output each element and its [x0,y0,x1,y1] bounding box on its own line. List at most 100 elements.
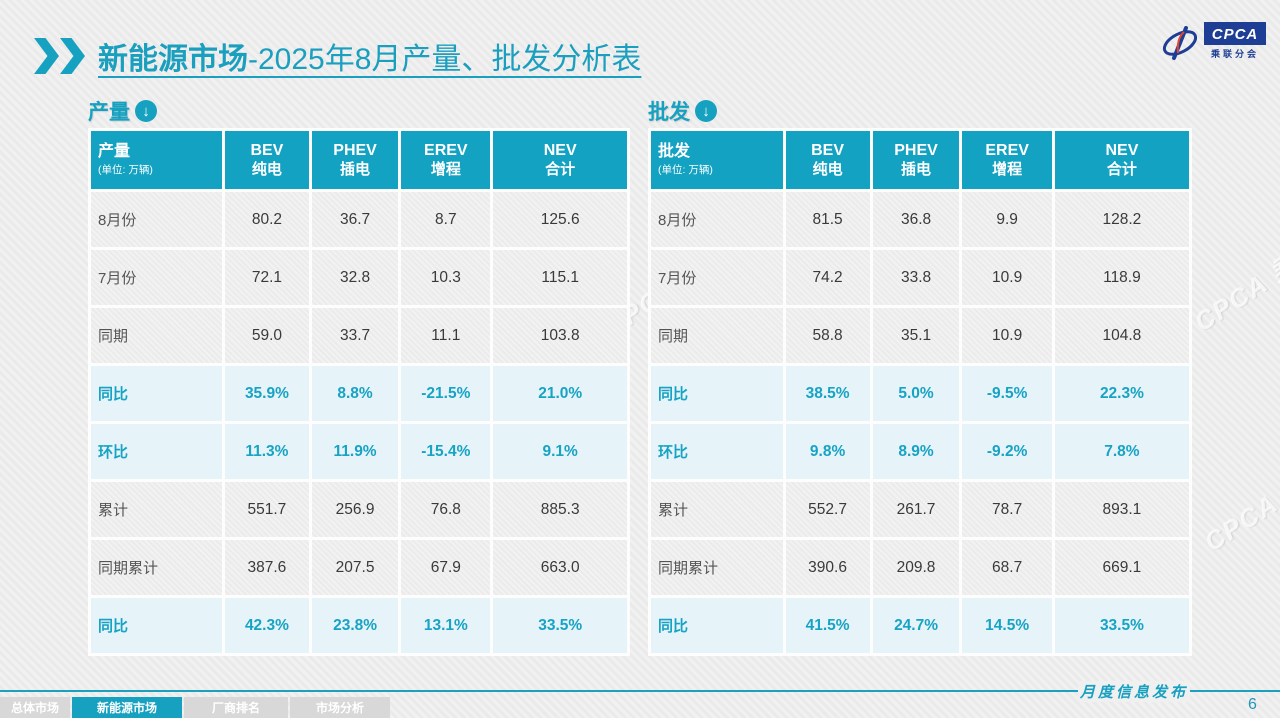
cell: 5.0% [872,366,960,421]
cell: 390.6 [785,540,870,595]
table-row-percent: 同比 41.5% 24.7% 14.5% 33.5% [651,598,1189,653]
cell: -15.4% [401,424,491,479]
row-label: 7月份 [91,250,222,305]
column-header-bev: BEV 纯电 [785,131,870,189]
production-section: 产量 ↓ 产量 (单位: 万辆) BEV 纯电 PHEV 插电 EREV [88,96,630,656]
column-header-en: NEV [543,142,577,160]
row-label: 同比 [91,598,222,653]
wholesale-section-header: 批发 ↓ [648,96,1192,126]
production-unit-label: (单位: 万辆) [98,163,153,176]
cell: 207.5 [311,540,399,595]
column-header-cn: 纯电 [812,160,843,178]
column-header-en: NEV [1105,142,1139,160]
cell: 104.8 [1054,308,1189,363]
column-header-phev: PHEV 插电 [872,131,960,189]
cell: 14.5% [962,598,1052,653]
cell: 885.3 [493,482,627,537]
page-number: 6 [1248,696,1257,713]
cell: 72.1 [225,250,309,305]
wholesale-header-cell: 批发 (单位: 万辆) [651,131,783,189]
cell: 256.9 [311,482,399,537]
production-section-header: 产量 ↓ [88,96,630,126]
column-header-phev: PHEV 插电 [311,131,399,189]
cpca-logo-text: CPCA 乘联分会 [1204,22,1266,60]
table-row: 累计 551.7 256.9 76.8 885.3 [91,482,627,537]
table-row-percent: 环比 11.3% 11.9% -15.4% 9.1% [91,424,627,479]
down-arrow-icon: ↓ [695,100,717,122]
cell: 35.1 [872,308,960,363]
cell: 893.1 [1054,482,1189,537]
column-header-en: PHEV [894,142,938,160]
column-header-erev: EREV 增程 [401,131,491,189]
table-row: 7月份 74.2 33.8 10.9 118.9 [651,250,1189,305]
cell: 10.3 [401,250,491,305]
cell: 118.9 [1054,250,1189,305]
cell: 74.2 [785,250,870,305]
cell: 76.8 [401,482,491,537]
cpca-watermark: CPCA 乘联分会 [1188,202,1280,338]
column-header-cn: 增程 [430,160,461,178]
cell: 11.1 [401,308,491,363]
wholesale-section: 批发 ↓ 批发 (单位: 万辆) BEV 纯电 PHEV 插电 EREV [648,96,1192,656]
cell: 663.0 [493,540,627,595]
cell: 551.7 [225,482,309,537]
cell: 209.8 [872,540,960,595]
down-arrow-icon: ↓ [135,100,157,122]
cell: 68.7 [962,540,1052,595]
row-label: 8月份 [91,192,222,247]
column-header-nev: NEV 合计 [1054,131,1189,189]
cell: 103.8 [493,308,627,363]
production-table: 产量 (单位: 万辆) BEV 纯电 PHEV 插电 EREV 增程 NEV [88,128,630,656]
cell: 125.6 [493,192,627,247]
cell: 10.9 [962,308,1052,363]
cell: 13.1% [401,598,491,653]
cell: 22.3% [1054,366,1189,421]
cell: 67.9 [401,540,491,595]
cpca-logo: CPCA 乘联分会 [1159,22,1266,64]
column-header-en: BEV [811,142,845,160]
nav-tab-manufacturer-ranking[interactable]: 厂商排名 [184,697,288,718]
table-row: 8月份 80.2 36.7 8.7 125.6 [91,192,627,247]
row-label: 同比 [651,366,783,421]
wholesale-table: 批发 (单位: 万辆) BEV 纯电 PHEV 插电 EREV 增程 NEV [648,128,1192,656]
table-row: 同期累计 390.6 209.8 68.7 669.1 [651,540,1189,595]
cell: 552.7 [785,482,870,537]
production-table-title: 产量 [98,143,131,161]
row-label: 同期累计 [91,540,222,595]
cell: 8.8% [311,366,399,421]
row-label: 同期 [651,308,783,363]
table-row-percent: 环比 9.8% 8.9% -9.2% 7.8% [651,424,1189,479]
column-header-cn: 插电 [340,160,371,178]
cell: 59.0 [225,308,309,363]
cell: 115.1 [493,250,627,305]
cell: 32.8 [311,250,399,305]
wholesale-table-title: 批发 [658,143,691,161]
cpca-logo-name: CPCA [1204,22,1266,45]
wholesale-section-label: 批发 [648,101,690,124]
nav-tab-market-analysis[interactable]: 市场分析 [290,697,390,718]
cell: 38.5% [785,366,870,421]
cell: 36.8 [872,192,960,247]
wholesale-unit-label: (单位: 万辆) [658,163,713,176]
table-row-percent: 同比 42.3% 23.8% 13.1% 33.5% [91,598,627,653]
row-label: 累计 [651,482,783,537]
wholesale-header-row: 批发 (单位: 万辆) BEV 纯电 PHEV 插电 EREV 增程 NEV [651,131,1189,189]
column-header-en: BEV [250,142,284,160]
cell: 33.8 [872,250,960,305]
double-chevron-icon [34,38,86,74]
table-row-percent: 同比 35.9% 8.8% -21.5% 21.0% [91,366,627,421]
column-header-cn: 增程 [992,160,1023,178]
cell: 36.7 [311,192,399,247]
nav-tab-overall-market[interactable]: 总体市场 [0,697,70,718]
cpca-swoosh-icon [1162,26,1198,60]
cell: 261.7 [872,482,960,537]
nav-tab-nev-market[interactable]: 新能源市场 [72,697,182,718]
column-header-nev: NEV 合计 [493,131,627,189]
cell: 21.0% [493,366,627,421]
column-header-erev: EREV 增程 [962,131,1052,189]
table-row: 同期 58.8 35.1 10.9 104.8 [651,308,1189,363]
cell: 9.9 [962,192,1052,247]
cell: 387.6 [225,540,309,595]
cell: 8.9% [872,424,960,479]
